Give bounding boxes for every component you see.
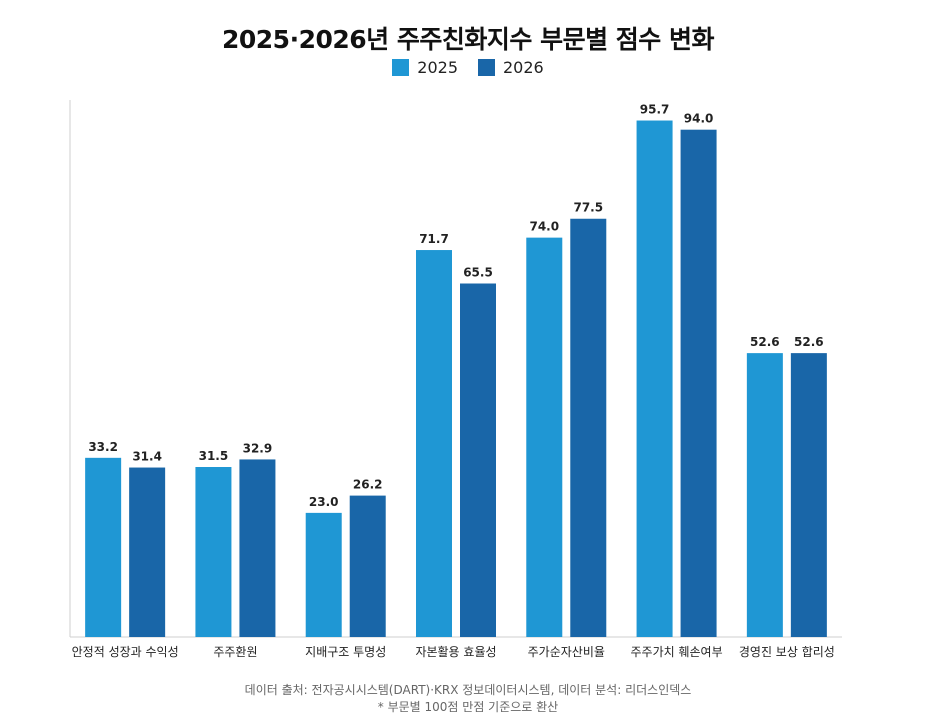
category-label-3: 자본활용 효율성 <box>415 645 496 659</box>
legend-swatch-2025 <box>392 59 410 76</box>
category-label-2: 지배구조 투명성 <box>305 645 386 659</box>
scale-note: * 부문별 100점 만점 기준으로 환산 <box>377 700 559 714</box>
bar-2026-4 <box>570 218 607 637</box>
bar-2025-5 <box>636 120 673 637</box>
bar-2026-6 <box>790 353 827 637</box>
bar-2025-2 <box>305 512 342 637</box>
bar-2026-3 <box>460 283 496 637</box>
data-label-2026-3: 65.5 <box>463 266 493 280</box>
bar-2025-0 <box>85 457 122 637</box>
chart-title: 2025·2026년 주주친화지수 부문별 점수 변화 <box>222 25 714 54</box>
data-label-2026-1: 32.9 <box>243 441 273 455</box>
category-label-0: 안정적 성장과 수익성 <box>72 645 179 659</box>
data-label-2025-0: 33.2 <box>88 440 118 454</box>
data-label-2025-2: 23.0 <box>309 495 339 509</box>
legend-item-2026: 2026 <box>478 58 544 77</box>
data-label-2025-1: 31.5 <box>199 449 229 463</box>
legend-item-2025: 2025 <box>392 58 458 77</box>
category-label-6: 경영진 보상 합리성 <box>739 645 835 659</box>
data-label-2025-6: 52.6 <box>750 335 780 349</box>
data-label-2026-0: 31.4 <box>132 450 162 464</box>
category-label-5: 주주가치 훼손여부 <box>631 645 723 659</box>
bar-2026-2 <box>349 495 386 637</box>
legend-label-2025: 2025 <box>417 58 458 77</box>
data-label-2026-6: 52.6 <box>794 335 824 349</box>
data-label-2025-5: 95.7 <box>640 103 670 117</box>
legend: 2025 2026 <box>0 58 936 77</box>
bar-2025-3 <box>416 250 452 638</box>
bar-2026-5 <box>680 129 717 637</box>
legend-label-2026: 2026 <box>503 58 544 77</box>
bar-2026-1 <box>239 459 276 637</box>
data-label-2026-2: 26.2 <box>353 478 383 492</box>
category-label-1: 주주환원 <box>213 645 257 659</box>
bar-2025-1 <box>195 466 232 637</box>
data-label-2026-4: 77.5 <box>573 201 603 215</box>
data-label-2026-5: 94.0 <box>684 112 714 126</box>
bar-2026-0 <box>129 467 166 637</box>
bar-2025-4 <box>526 237 563 637</box>
data-label-2025-4: 74.0 <box>529 220 559 234</box>
category-label-4: 주가순자산비율 <box>528 645 605 659</box>
bar-2025-6 <box>746 353 783 637</box>
legend-swatch-2026 <box>478 59 495 76</box>
source-note: 데이터 출처: 전자공시시스템(DART)·KRX 정보데이터시스템, 데이터 … <box>244 683 692 697</box>
data-label-2025-3: 71.7 <box>419 232 449 246</box>
